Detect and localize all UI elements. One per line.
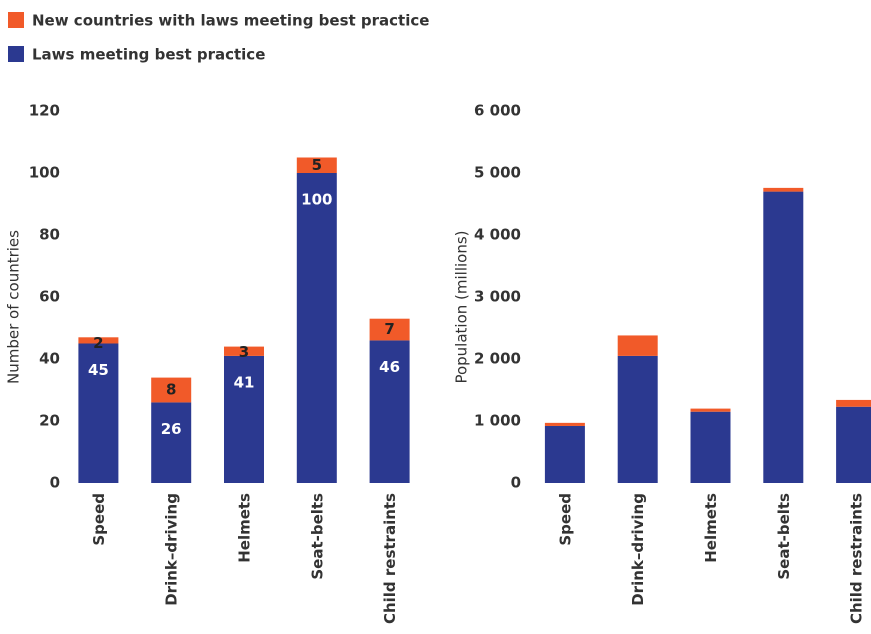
y-tick-label: 40 <box>39 350 60 368</box>
bar-segment <box>224 355 264 483</box>
bar-segment <box>836 399 871 407</box>
y-tick-label: 1 000 <box>474 412 521 430</box>
data-label: 26 <box>161 420 182 438</box>
y-tick-label: 60 <box>39 288 60 306</box>
y-tick-label: 100 <box>29 164 60 182</box>
y-tick-label: 4 000 <box>474 226 521 244</box>
x-tick-label: Helmets <box>702 493 720 563</box>
data-label: 7 <box>384 320 394 338</box>
y-tick-label: 3 000 <box>474 288 521 306</box>
x-tick-label: Seat-belts <box>308 493 326 580</box>
y-tick-label: 20 <box>39 412 60 430</box>
x-tick-label: Child restraints <box>848 493 866 624</box>
legend-label: Laws meeting best practice <box>32 46 265 64</box>
data-label: 46 <box>379 358 400 376</box>
bar-segment <box>369 318 410 341</box>
legend-swatch <box>8 46 24 62</box>
bar-segment <box>296 173 337 483</box>
x-tick-label: Child restraints <box>381 493 399 624</box>
legend-swatch <box>8 12 24 28</box>
x-tick-label: Speed <box>556 493 574 546</box>
bar-segment <box>763 187 804 192</box>
y-tick-label: 0 <box>511 474 521 492</box>
bar-segment <box>224 346 264 356</box>
bar-segment <box>544 422 585 426</box>
bar-segment <box>690 408 731 412</box>
y-tick-label: 120 <box>29 102 60 120</box>
y-tick-label: 0 <box>50 474 60 492</box>
x-tick-label: Speed <box>90 493 108 546</box>
data-label: 2 <box>93 334 103 352</box>
y-tick-label: 2 000 <box>474 350 521 368</box>
x-tick-label: Seat-belts <box>775 493 793 580</box>
x-tick-label: Drink–driving <box>163 493 181 606</box>
y-tick-label: 6 000 <box>474 102 521 120</box>
bar-segment <box>690 411 731 483</box>
x-tick-label: Helmets <box>236 493 254 563</box>
y-axis-title: Population (millions) <box>453 230 471 383</box>
y-tick-label: 80 <box>39 226 60 244</box>
bar-segment <box>151 402 192 483</box>
x-tick-label: Drink–driving <box>629 493 647 606</box>
data-label: 3 <box>239 343 249 361</box>
data-label: 8 <box>166 381 176 399</box>
bar-segment <box>369 340 410 483</box>
bar-segment <box>763 191 804 483</box>
legend-label: New countries with laws meeting best pra… <box>32 12 429 30</box>
bar-segment <box>151 377 192 403</box>
y-tick-label: 5 000 <box>474 164 521 182</box>
bar-segment <box>617 355 658 483</box>
bar-segment <box>296 157 337 173</box>
y-axis-title: Number of countries <box>5 230 23 384</box>
data-label: 45 <box>88 361 109 379</box>
bar-segment <box>836 406 871 483</box>
data-label: 5 <box>312 156 322 174</box>
data-label: 100 <box>301 191 332 209</box>
bar-segment <box>78 343 119 483</box>
bar-segment <box>544 425 585 483</box>
bar-segment <box>617 335 658 356</box>
bar-segment <box>78 337 119 344</box>
data-label: 41 <box>234 373 255 391</box>
